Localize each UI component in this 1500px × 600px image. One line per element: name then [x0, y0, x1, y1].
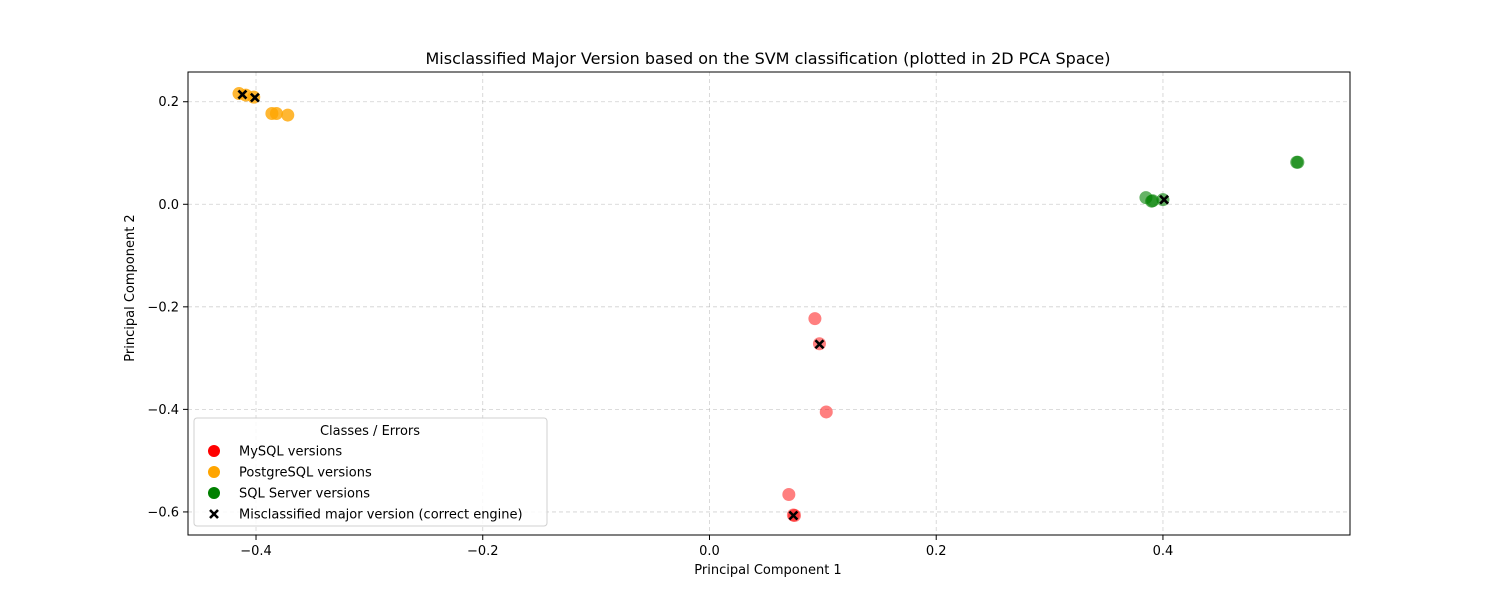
x-tick-label: 0.0	[699, 544, 720, 559]
legend-item: Misclassified major version (correct eng…	[209, 508, 523, 523]
legend-item: SQL Server versions	[208, 487, 370, 502]
legend-title: Classes / Errors	[320, 424, 420, 439]
legend-box	[193, 417, 548, 527]
misclassified-point	[237, 89, 248, 100]
y-tick-label: −0.4	[147, 403, 179, 418]
misclassified-point	[788, 510, 799, 521]
mysql-versions-point	[819, 405, 833, 419]
legend-marker-x	[209, 509, 219, 519]
y-tick-label: −0.6	[147, 505, 179, 520]
x-tick-label: −0.4	[240, 544, 272, 559]
legend-label: PostgreSQL versions	[239, 466, 372, 481]
postgresql-versions-point	[281, 108, 295, 122]
sql-server-versions-point	[1291, 155, 1305, 169]
axis-ticks: −0.4 −0.2 0.0 0.2 0.4 −0.6 −0.4 −0.2 0.0 0.2	[147, 95, 1173, 559]
legend: Classes / Errors MySQL versions PostgreSQ…	[193, 417, 548, 527]
y-tick-label: 0.2	[158, 95, 179, 110]
legend-label: Misclassified major version (correct eng…	[239, 508, 523, 523]
mysql-versions-point	[782, 487, 796, 501]
misclassified-point	[814, 339, 825, 350]
legend-label: SQL Server versions	[239, 487, 370, 502]
legend-label: MySQL versions	[239, 445, 342, 460]
x-axis-label: Principal Component 1	[694, 563, 841, 578]
legend-item: MySQL versions	[208, 445, 342, 460]
legend-marker	[208, 487, 220, 499]
x-tick-label: 0.4	[1153, 544, 1174, 559]
postgresql-versions-point	[269, 107, 283, 121]
y-tick-label: 0.0	[158, 198, 179, 213]
legend-marker	[208, 466, 220, 478]
legend-marker	[208, 445, 220, 457]
data-points	[232, 87, 1305, 523]
misclassified-point	[249, 92, 260, 103]
mysql-versions-point	[808, 312, 822, 326]
y-tick-label: −0.2	[147, 300, 179, 315]
x-tick-label: −0.2	[467, 544, 499, 559]
legend-item: PostgreSQL versions	[208, 466, 372, 481]
x-tick-label: 0.2	[926, 544, 947, 559]
sql-server-versions-point	[1146, 194, 1160, 208]
plot-frame	[187, 71, 1351, 536]
y-axis-label: Principal Component 2	[123, 214, 138, 361]
misclassified-point	[1159, 194, 1169, 205]
chart-title: Misclassified Major Version based on the…	[425, 49, 1110, 68]
grid	[188, 72, 1350, 535]
